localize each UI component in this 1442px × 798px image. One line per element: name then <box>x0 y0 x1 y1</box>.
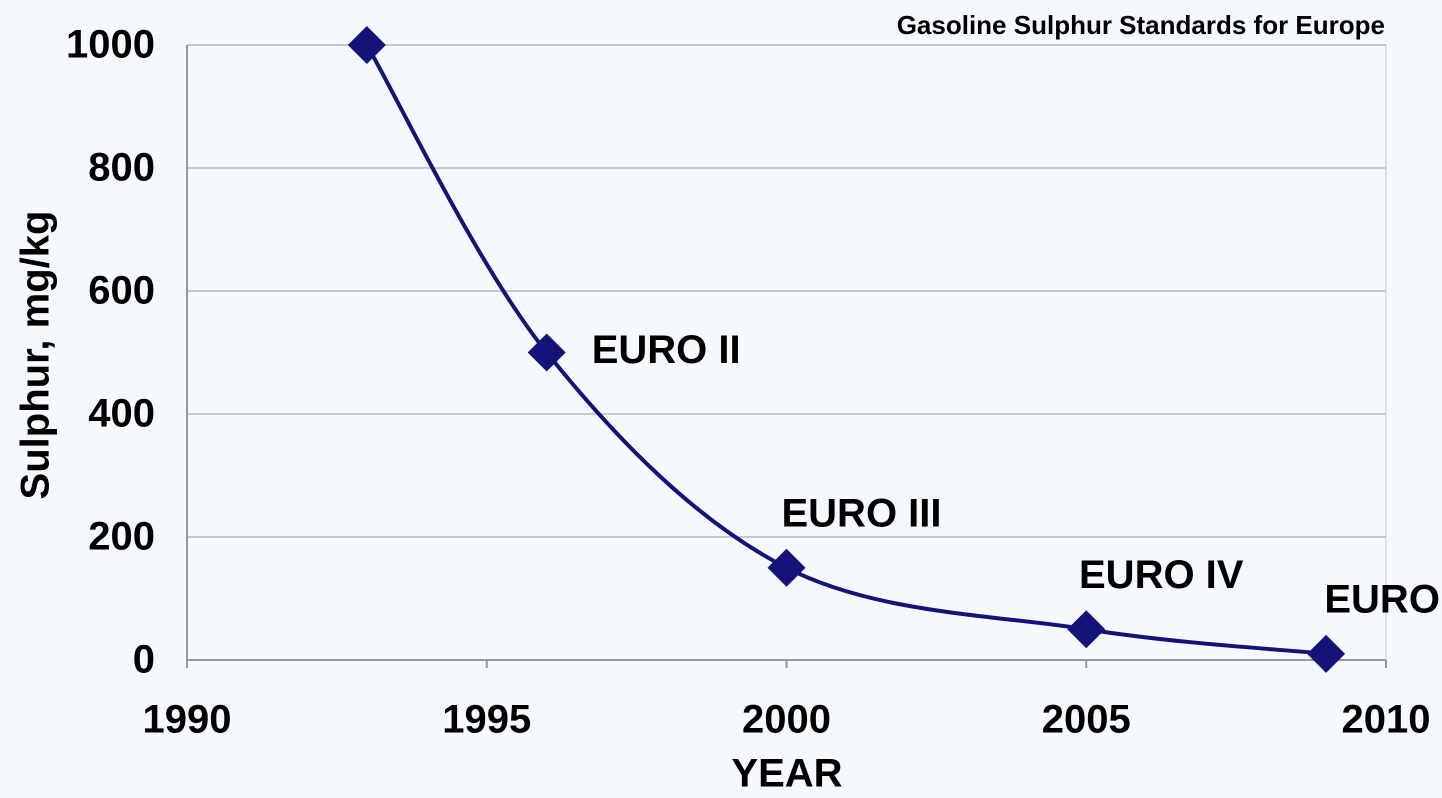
point-label: EURO II <box>592 328 741 372</box>
y-tick-label: 0 <box>133 638 155 682</box>
y-axis-label: Sulphur, mg/kg <box>14 211 58 500</box>
y-tick-label: 1000 <box>66 23 155 67</box>
marker <box>527 333 566 372</box>
y-tick-label: 200 <box>88 515 155 559</box>
x-tick-label: 2010 <box>1342 698 1431 742</box>
x-tick-label: 2005 <box>1042 698 1131 742</box>
point-label: EURO V <box>1324 577 1442 621</box>
x-tick-label: 1990 <box>143 698 232 742</box>
y-tick-label: 400 <box>88 392 155 436</box>
marker <box>767 548 806 587</box>
x-axis-label: YEAR <box>731 752 842 796</box>
x-tick-label: 2000 <box>742 698 831 742</box>
point-label: EURO IV <box>1079 553 1244 597</box>
marker <box>347 26 386 64</box>
chart-title: Gasoline Sulphur Standards for Europe <box>897 10 1385 40</box>
y-tick-label: 600 <box>88 269 155 313</box>
marker <box>1307 634 1346 673</box>
point-label: EURO III <box>781 491 941 535</box>
marker <box>1067 610 1106 649</box>
y-tick-label: 800 <box>88 146 155 190</box>
line <box>365 43 1327 656</box>
x-tick-label: 1995 <box>442 698 531 742</box>
